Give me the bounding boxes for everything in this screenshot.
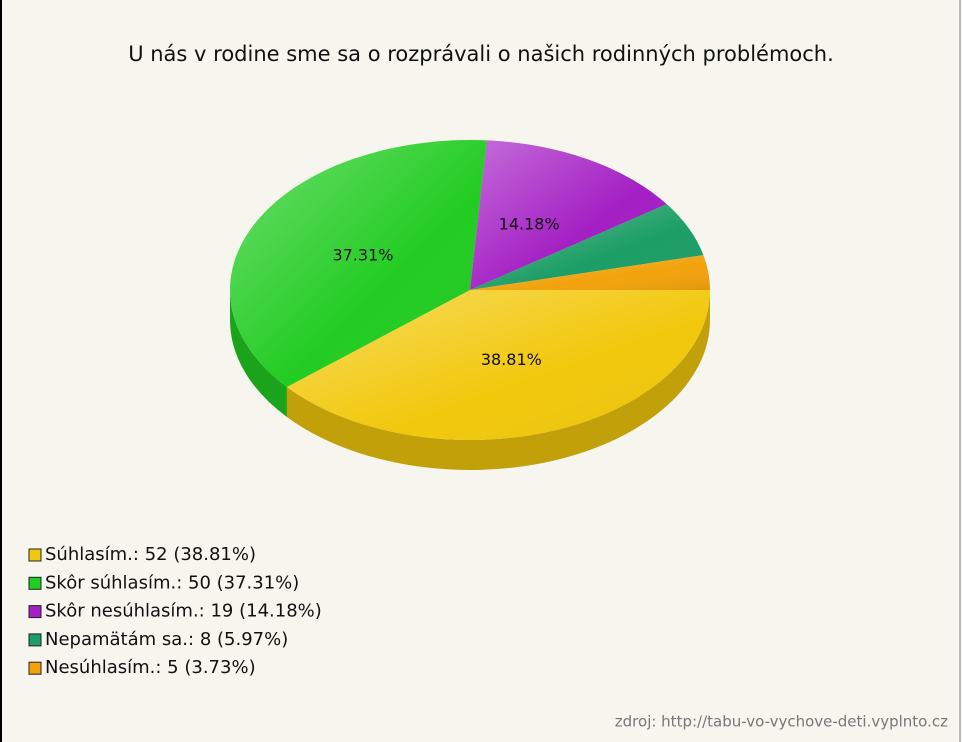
slice-label: 14.18%	[499, 214, 560, 233]
legend-swatch	[28, 548, 42, 562]
legend: Súhlasím.: 52 (38.81%) Skôr súhlasím.: 50…	[28, 544, 322, 678]
legend-label: Nepamätám sa.: 8 (5.97%)	[45, 629, 288, 650]
source: zdroj: http://tabu-vo-vychove-deti.vypln…	[615, 713, 948, 731]
legend-label: Skôr nesúhlasím.: 19 (14.18%)	[45, 601, 322, 622]
slice-label: 37.31%	[332, 246, 393, 265]
slice-shade	[470, 140, 667, 290]
legend-swatch	[28, 605, 42, 619]
chart-title: U nás v rodine sme sa o rozprávali o naš…	[128, 42, 834, 66]
legend-label: Nesúhlasím.: 5 (3.73%)	[45, 657, 256, 678]
legend-swatch	[28, 576, 42, 590]
legend-swatch	[28, 661, 42, 675]
slice-shade	[470, 204, 704, 290]
slice-shade	[230, 140, 487, 387]
slice-side	[286, 290, 710, 470]
slice-shade	[470, 255, 710, 290]
slice-shade	[286, 290, 710, 440]
slice-side	[230, 290, 287, 417]
pie: 38.81% 37.31% 14.18%	[230, 140, 710, 470]
legend-label: Súhlasím.: 52 (38.81%)	[45, 544, 256, 565]
legend-label: Skôr súhlasím.: 50 (37.31%)	[45, 572, 299, 593]
legend-swatch	[28, 633, 42, 647]
slice-label: 38.81%	[481, 350, 542, 369]
